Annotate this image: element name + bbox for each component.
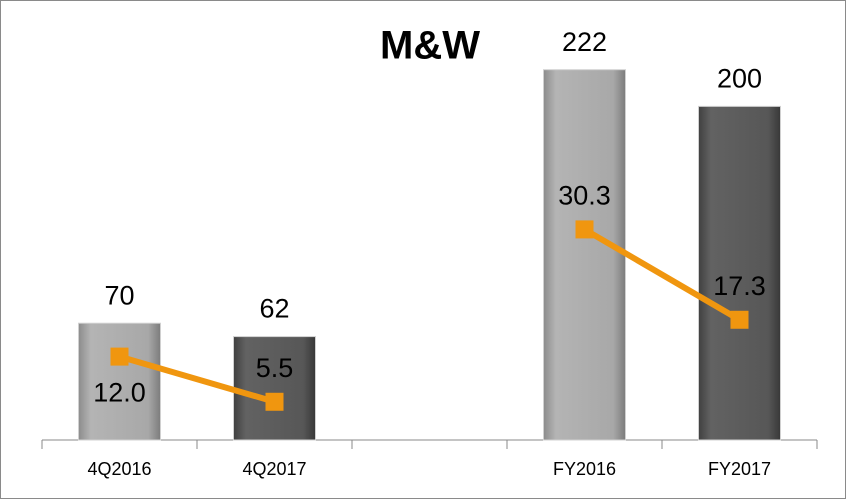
line xyxy=(118,226,742,405)
bar xyxy=(543,69,626,441)
bar-value-label: 200 xyxy=(717,64,762,94)
line-value-label: 17.3 xyxy=(713,271,766,301)
line-marker xyxy=(265,392,284,411)
x-tick-label: 4Q2016 xyxy=(87,459,151,479)
line-value-label: 5.5 xyxy=(256,353,294,383)
bar-value-label: 222 xyxy=(562,27,607,57)
bar xyxy=(233,336,316,441)
bar-value-label: 62 xyxy=(259,294,289,324)
chart-title: M&W xyxy=(380,24,480,68)
line-marker xyxy=(575,220,594,239)
x-tick-label: FY2017 xyxy=(708,459,771,479)
bar xyxy=(78,322,161,441)
bar xyxy=(698,105,781,441)
line-value-label: 30.3 xyxy=(558,181,611,211)
line-value-label: 12.0 xyxy=(93,378,146,408)
bar-value-label: 70 xyxy=(104,280,134,310)
line-marker xyxy=(730,310,749,329)
line-marker xyxy=(110,347,129,366)
x-tick-label: FY2016 xyxy=(553,459,616,479)
x-tick-label: 4Q2017 xyxy=(242,459,306,479)
